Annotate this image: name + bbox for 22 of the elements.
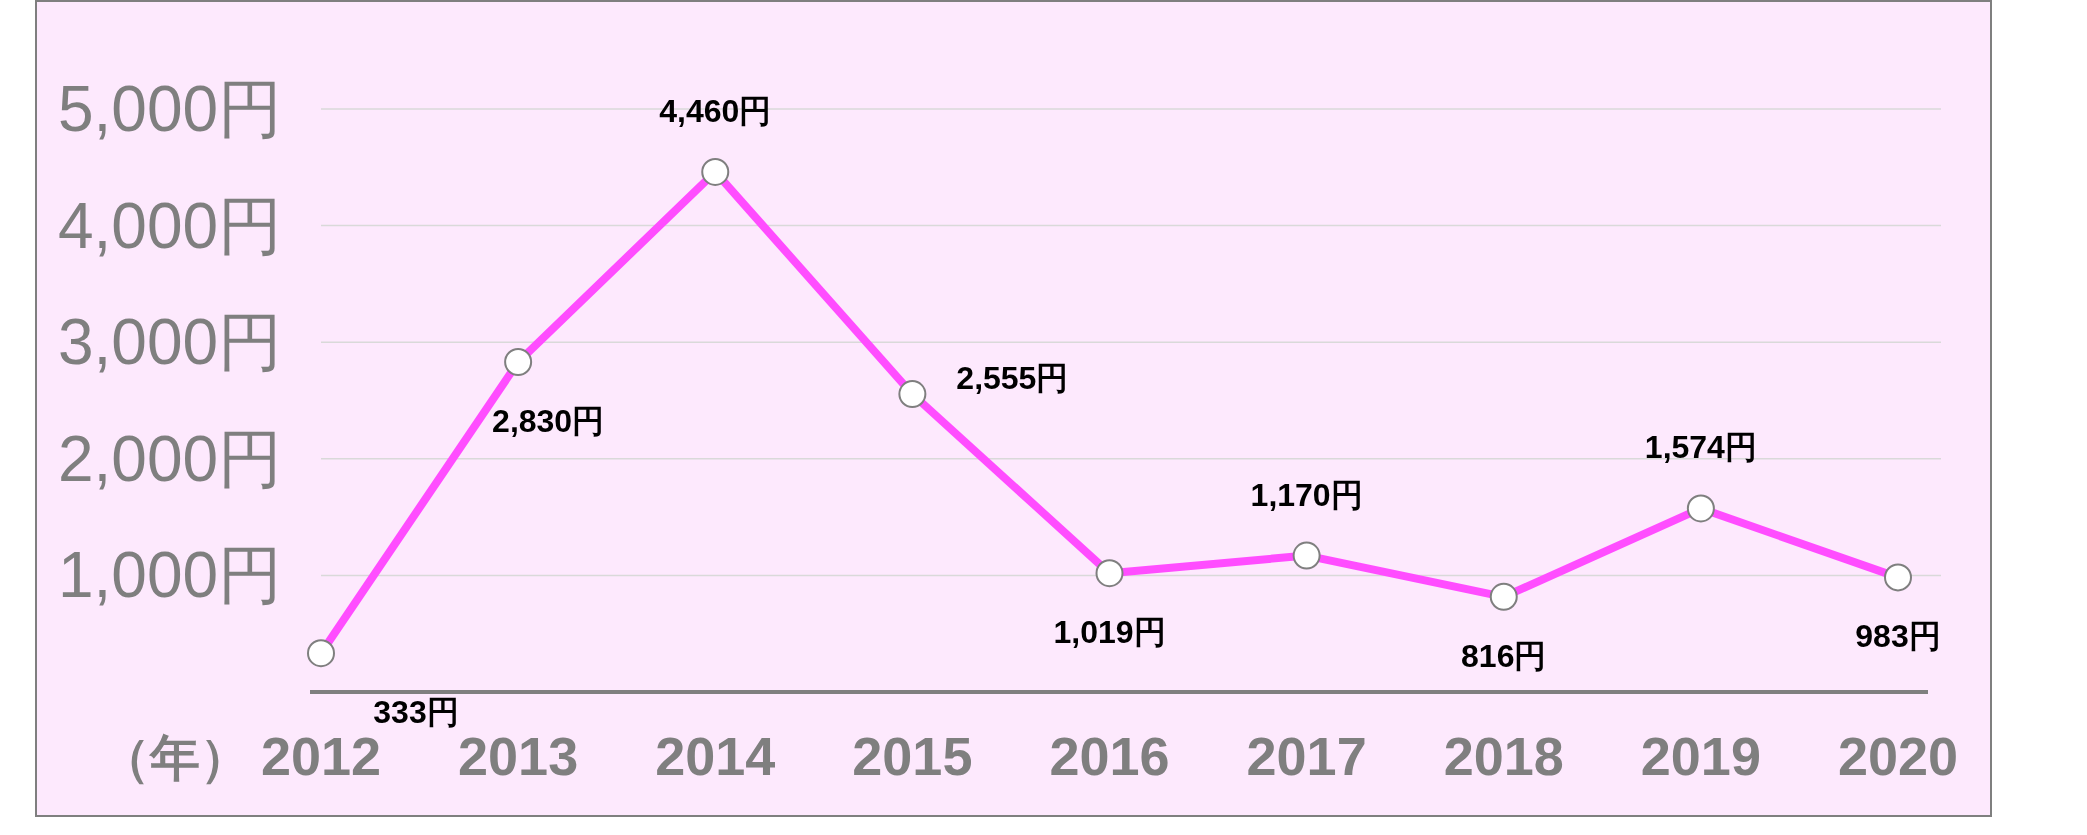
data-label: 1,019円 (1053, 614, 1166, 651)
y-tick-label: 1,000円 (57, 539, 283, 612)
data-label: 1,574円 (1644, 429, 1757, 466)
x-tick-label: 2015 (852, 726, 973, 786)
x-tick-label: 2014 (655, 726, 776, 786)
data-label: 4,460円 (659, 92, 772, 129)
x-axis-title: （年） (100, 730, 250, 786)
x-tick-label: 2017 (1246, 726, 1367, 786)
x-tick-label: 2018 (1443, 726, 1564, 786)
y-tick-label: 4,000円 (57, 189, 283, 262)
x-tick-label: 2019 (1640, 726, 1761, 786)
x-tick-label: 2016 (1049, 726, 1170, 786)
data-label: 2,830円 (492, 403, 605, 440)
data-label: 816円 (1461, 637, 1547, 674)
x-tick-label: 2020 (1837, 726, 1959, 786)
data-label: 2,555円 (956, 360, 1069, 397)
data-label: 983円 (1855, 618, 1941, 655)
data-label: 1,170円 (1250, 476, 1363, 513)
y-tick-label: 5,000円 (57, 73, 283, 145)
y-tick-label: 3,000円 (57, 306, 283, 379)
x-tick-label: 2013 (458, 726, 579, 786)
y-tick-label: 2,000円 (57, 422, 283, 495)
